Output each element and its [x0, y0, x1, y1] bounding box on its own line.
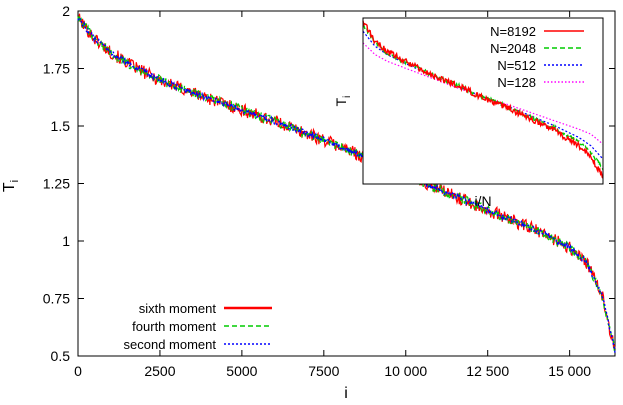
x-tick-label: 0 [74, 363, 82, 379]
y-tick-label: 1.5 [51, 118, 71, 134]
inset-y-axis-label: Ti [333, 96, 353, 107]
legend-label: fourth moment [132, 319, 216, 334]
inset-y-axis-label-main: T [333, 97, 349, 106]
x-tick-label: 5000 [226, 363, 257, 379]
inset-y-axis-label-sub: i [342, 96, 353, 98]
inset-series-line-N-2048 [362, 24, 604, 171]
y-tick-label: 1.25 [43, 176, 70, 192]
main-y-axis-label-main: T [1, 182, 18, 192]
inset-background [363, 18, 603, 184]
inset-series-line-N-8192 [362, 20, 604, 179]
x-tick-label: 12 500 [466, 363, 509, 379]
main-ticks: 0 2500 5000 7500 10 000 12 500 15 000 0.5 0.75 1 1… [43, 3, 615, 379]
x-tick-label: 10 000 [384, 363, 427, 379]
inset-series [362, 20, 604, 179]
main-x-axis-label: i [344, 385, 348, 402]
inset-plot-frame [362, 17, 604, 185]
y-tick-label: 1.75 [43, 61, 70, 77]
main-y-axis-label: Ti [1, 180, 21, 192]
inset-x-axis-label: i/N [474, 193, 491, 209]
y-tick-label: 2 [62, 3, 70, 19]
inset-legend-label: N=2048 [490, 41, 536, 56]
y-tick-label: 1 [62, 233, 70, 249]
y-tick-label: 0.75 [43, 291, 70, 307]
main-series-line-second-moment [77, 16, 616, 354]
main-series-line-fourth-moment [77, 15, 616, 352]
x-tick-label: 7500 [308, 363, 339, 379]
inset-series-line-N-512 [362, 30, 604, 160]
inset-legend-label: N=512 [497, 58, 536, 73]
legend-label: second moment [124, 337, 217, 352]
legend-label: sixth moment [139, 301, 217, 316]
inset-series-line-N-128 [362, 42, 604, 145]
inset-legend-label: N=8192 [490, 24, 536, 39]
inset-legend-label: N=128 [497, 75, 536, 90]
main-y-axis-label-sub: i [9, 180, 21, 182]
x-tick-label: 15 000 [548, 363, 591, 379]
inset-legend: N=8192 N=2048 N=512 N=128 [490, 24, 584, 90]
x-tick-label: 2500 [144, 363, 175, 379]
main-legend: sixth moment fourth moment second moment [124, 301, 272, 352]
y-tick-label: 0.5 [51, 348, 71, 364]
main-series [77, 13, 616, 354]
